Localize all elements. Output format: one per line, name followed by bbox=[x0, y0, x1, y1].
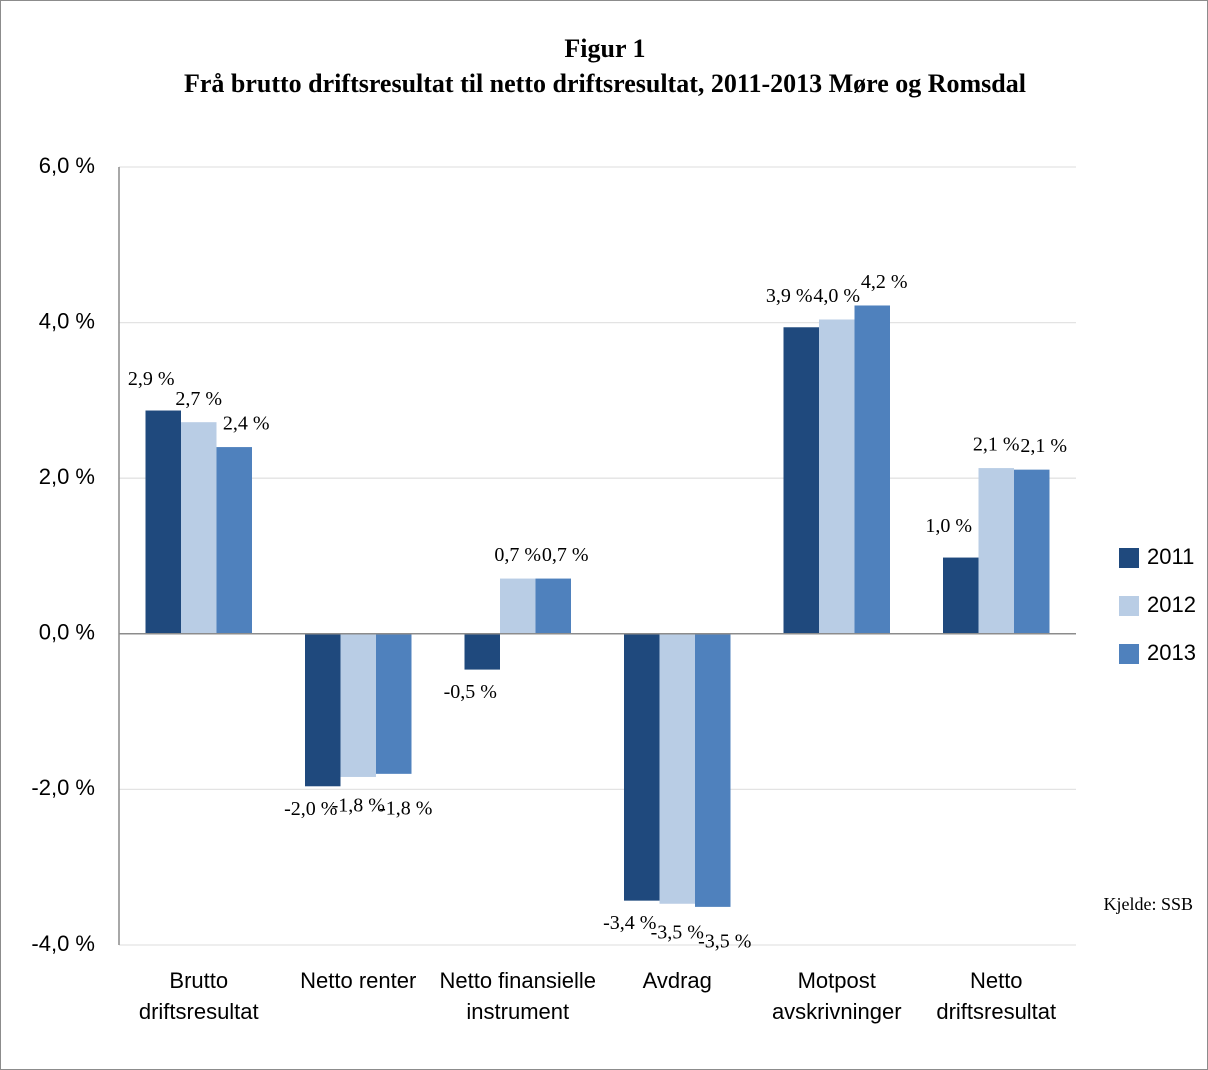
y-tick-label: -2,0 % bbox=[31, 775, 95, 800]
data-label: 2,7 % bbox=[175, 388, 222, 410]
data-label: -3,5 % bbox=[698, 930, 751, 952]
y-tick-label: 2,0 % bbox=[39, 464, 95, 489]
bar bbox=[819, 319, 855, 634]
bar bbox=[943, 557, 979, 634]
y-tick-label: -4,0 % bbox=[31, 931, 95, 956]
x-tick-label: Netto renter bbox=[300, 968, 417, 993]
legend-swatch bbox=[1119, 596, 1139, 616]
x-tick-label: Motpost avskrivninger bbox=[771, 968, 902, 1024]
legend-swatch bbox=[1119, 644, 1139, 664]
x-tick-label: Netto finansielle instrument bbox=[439, 968, 597, 1024]
data-label: 2,4 % bbox=[223, 413, 270, 435]
data-label: -1,8 % bbox=[332, 795, 385, 817]
y-tick-label: 6,0 % bbox=[39, 153, 95, 178]
bar bbox=[340, 633, 376, 777]
x-tick-label: Brutto driftsresultat bbox=[138, 968, 259, 1024]
data-label: 4,2 % bbox=[861, 271, 908, 293]
bar bbox=[464, 633, 500, 670]
bar bbox=[216, 447, 252, 634]
bar bbox=[659, 633, 695, 904]
bar bbox=[376, 633, 412, 774]
data-label: 1,0 % bbox=[925, 515, 972, 537]
data-label: 3,9 % bbox=[766, 285, 813, 307]
bar bbox=[181, 422, 217, 634]
data-label: 2,1 % bbox=[1020, 435, 1067, 457]
y-tick-label: 4,0 % bbox=[39, 308, 95, 333]
chart-title: Figur 1 bbox=[564, 34, 646, 63]
bar bbox=[783, 327, 819, 634]
bar bbox=[535, 578, 571, 634]
annotation: Kjelde: SSB bbox=[1103, 894, 1193, 914]
data-label: -3,5 % bbox=[651, 921, 704, 943]
data-label: 0,7 % bbox=[542, 544, 589, 566]
legend-label: 2011 bbox=[1147, 544, 1194, 569]
data-label: 0,7 % bbox=[494, 544, 541, 566]
title-block: Figur 1 Frå brutto driftsresultat til ne… bbox=[175, 31, 1035, 101]
bar bbox=[145, 410, 181, 634]
x-tick-label: Avdrag bbox=[642, 968, 712, 993]
x-tick-label: Netto driftsresultat bbox=[936, 968, 1057, 1024]
bar bbox=[978, 468, 1014, 634]
legend-label: 2012 bbox=[1147, 592, 1196, 617]
legend-swatch bbox=[1119, 548, 1139, 568]
data-label: -0,5 % bbox=[444, 681, 497, 703]
data-label: 2,1 % bbox=[973, 434, 1020, 456]
bar bbox=[695, 633, 731, 907]
bar bbox=[624, 633, 660, 901]
data-label: 4,0 % bbox=[813, 285, 860, 307]
bar bbox=[500, 578, 536, 634]
bar bbox=[305, 633, 341, 787]
data-label: -2,0 % bbox=[284, 798, 337, 820]
legend-label: 2013 bbox=[1147, 640, 1196, 665]
data-label: -1,8 % bbox=[379, 797, 432, 819]
data-label: -3,4 % bbox=[603, 912, 656, 934]
bar bbox=[1014, 469, 1050, 634]
chart-subtitle: Frå brutto driftsresultat til netto drif… bbox=[183, 69, 1026, 98]
data-label: 2,9 % bbox=[128, 368, 175, 390]
bar bbox=[854, 305, 890, 634]
y-tick-label: 0,0 % bbox=[39, 620, 95, 645]
